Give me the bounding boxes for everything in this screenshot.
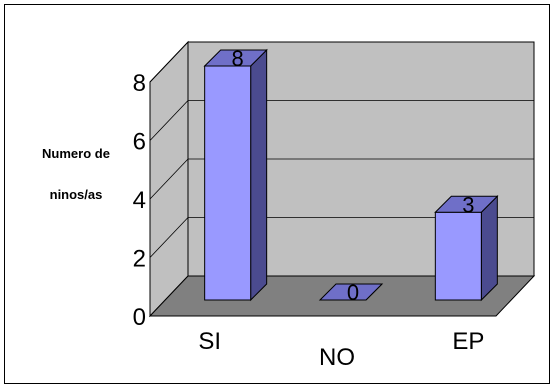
x-category-label: NO xyxy=(319,344,355,371)
y-tick-labels: 0 2 4 6 8 xyxy=(133,70,146,331)
x-category-label: SI xyxy=(198,328,221,355)
bar-side xyxy=(480,195,498,302)
gridline-side xyxy=(149,158,189,200)
chart-bars xyxy=(203,48,499,302)
bar-top xyxy=(434,195,499,213)
y-tick-label: 8 xyxy=(133,70,146,97)
gridline-side xyxy=(149,41,189,83)
bar xyxy=(204,65,252,301)
bar xyxy=(434,211,482,301)
x-category-labels: SI NO EP xyxy=(198,328,484,371)
data-labels: 8 0 3 xyxy=(232,46,475,305)
y-tick-label: 4 xyxy=(133,187,146,214)
y-axis-label-line-2: ninos/as xyxy=(49,187,103,202)
data-label: 3 xyxy=(462,192,474,217)
data-label: 0 xyxy=(347,280,359,305)
data-label: 8 xyxy=(232,46,244,71)
x-category-label: EP xyxy=(452,328,484,355)
y-tick-label: 6 xyxy=(133,129,146,156)
bar-top xyxy=(318,283,384,301)
y-tick-label: 2 xyxy=(133,246,146,273)
y-tick-label: 0 xyxy=(133,304,146,331)
gridline-side xyxy=(149,100,189,141)
bar-side xyxy=(250,48,268,302)
bar-top xyxy=(203,49,268,67)
gridline-side xyxy=(149,217,189,258)
y-axis-label-line-1: Numero de xyxy=(42,146,110,161)
